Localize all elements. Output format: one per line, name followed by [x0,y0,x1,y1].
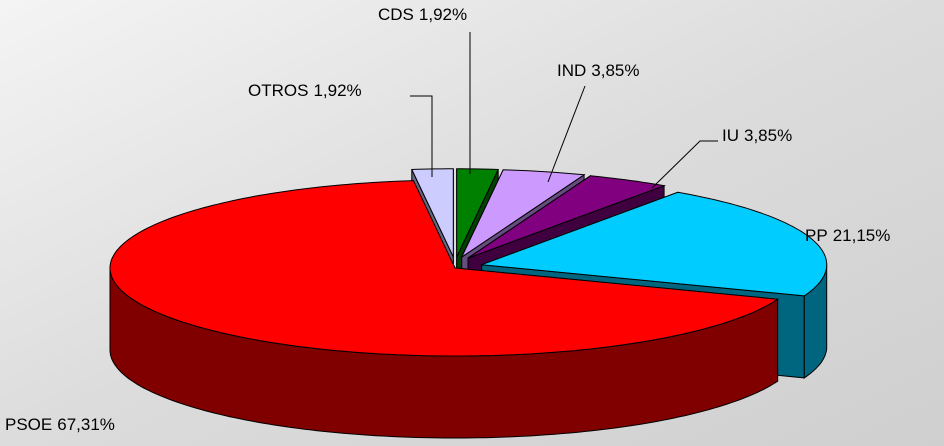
slice [460,169,586,259]
label-category: OTROS [248,81,308,100]
label-value: 3,85% [591,61,639,80]
data-label: OTROS 1,92% [248,81,362,100]
slice [481,191,828,297]
leader-line [651,140,718,189]
label-category: IND [557,61,586,80]
label-value: 3,85% [744,126,792,145]
label-value: 1,92% [313,81,361,100]
label-category: PP [805,226,828,245]
leader-line [547,85,586,183]
label-value: 21,15% [833,226,891,245]
label-value: 67,31% [57,415,115,434]
data-label: IND 3,85% [557,61,639,80]
data-label: CDS 1,92% [378,5,467,24]
slice [109,180,780,357]
slice [456,168,499,258]
label-category: PSOE [5,415,52,434]
label-value: 1,92% [419,5,467,24]
leader-line [410,95,433,177]
label-category: IU [722,126,739,145]
data-label: PSOE 67,31% [5,415,115,434]
label-category: CDS [378,5,414,24]
data-label: PP 21,15% [805,226,890,245]
data-label: IU 3,85% [722,126,792,145]
